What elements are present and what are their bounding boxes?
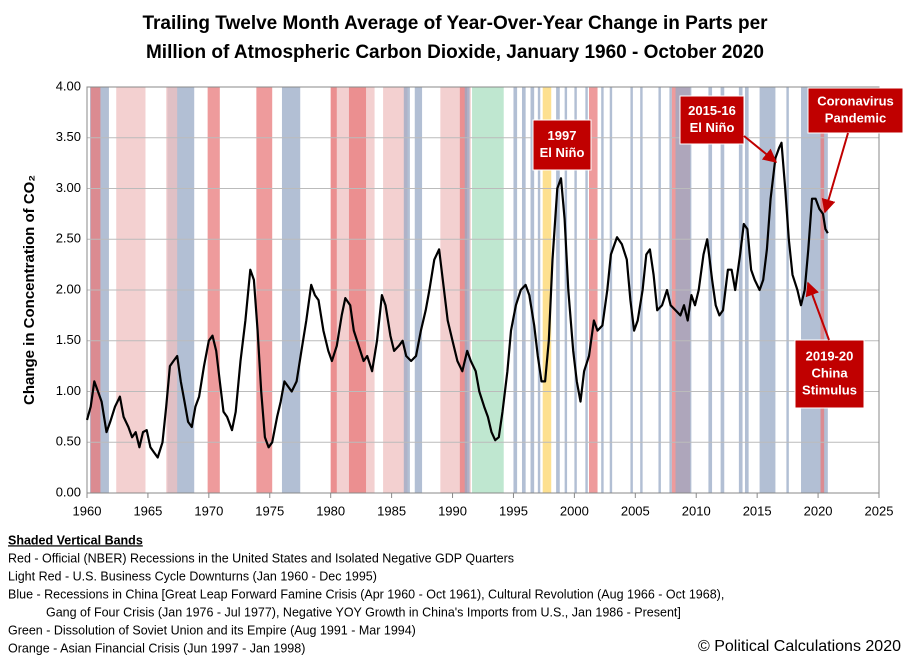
x-tick-label: 1995	[499, 503, 528, 518]
note: Orange - Asian Financial Crisis (Jun 199…	[8, 641, 305, 655]
x-tick-label: 1990	[438, 503, 467, 518]
note: Blue - Recessions in China [Great Leap F…	[8, 587, 724, 601]
plot-border	[86, 86, 880, 494]
chart-title: Trailing Twelve Month Average of Year-Ov…	[142, 13, 768, 34]
y-tick-label: 2.50	[56, 231, 81, 246]
y-tick-label: 2.00	[56, 281, 81, 296]
note: Shaded Vertical Bands	[8, 533, 143, 547]
annotation-text: Coronavirus	[817, 93, 894, 108]
x-tick-label: 2020	[804, 503, 833, 518]
x-tick-label: 1975	[255, 503, 284, 518]
y-tick-label: 0.50	[56, 434, 81, 449]
credit: © Political Calculations 2020	[698, 638, 901, 655]
x-tick-label: 1970	[194, 503, 223, 518]
annotation-text: Stimulus	[802, 382, 857, 397]
y-tick-label: 0.00	[56, 484, 81, 499]
annotation-box	[794, 339, 865, 409]
annotation-text: China	[811, 365, 848, 380]
x-tick-label: 1960	[73, 503, 102, 518]
chart-title: Million of Atmospheric Carbon Dioxide, J…	[146, 42, 764, 63]
x-tick-label: 1965	[133, 503, 162, 518]
annotation-box	[807, 87, 904, 134]
annotation-text: El Niño	[690, 120, 735, 135]
x-tick-label: 2000	[560, 503, 589, 518]
annotation-text: 1997	[548, 128, 577, 143]
note: Gang of Four Crisis (Jan 1976 - Jul 1977…	[46, 605, 681, 619]
note: Light Red - U.S. Business Cycle Downturn…	[8, 569, 377, 583]
annotation-box	[532, 119, 592, 171]
y-tick-label: 1.50	[56, 332, 81, 347]
x-tick-label: 1980	[316, 503, 345, 518]
y-tick-label: 3.00	[56, 180, 81, 195]
y-axis-label: Change in Concentration of CO₂	[21, 175, 38, 405]
y-tick-label: 3.50	[56, 129, 81, 144]
annotation-arrow	[743, 135, 778, 163]
y-tick-label: 4.00	[56, 78, 81, 93]
annotation-arrow	[821, 132, 849, 214]
x-tick-label: 1985	[377, 503, 406, 518]
note: Green - Dissolution of Soviet Union and …	[8, 623, 416, 637]
annotation-box	[679, 95, 745, 145]
annotation-text: El Niño	[540, 145, 585, 160]
data-line	[85, 141, 829, 459]
x-tick-label: 2010	[682, 503, 711, 518]
annotation-text: 2015-16	[688, 103, 736, 118]
note: Red - Official (NBER) Recessions in the …	[8, 551, 514, 565]
x-tick-label: 2025	[865, 503, 894, 518]
x-tick-label: 2005	[621, 503, 650, 518]
annotation-text: Pandemic	[825, 110, 886, 125]
annotation-text: 2019-20	[806, 348, 854, 363]
annotation-arrow	[805, 281, 830, 341]
x-tick-label: 2015	[743, 503, 772, 518]
y-tick-label: 1.00	[56, 383, 81, 398]
